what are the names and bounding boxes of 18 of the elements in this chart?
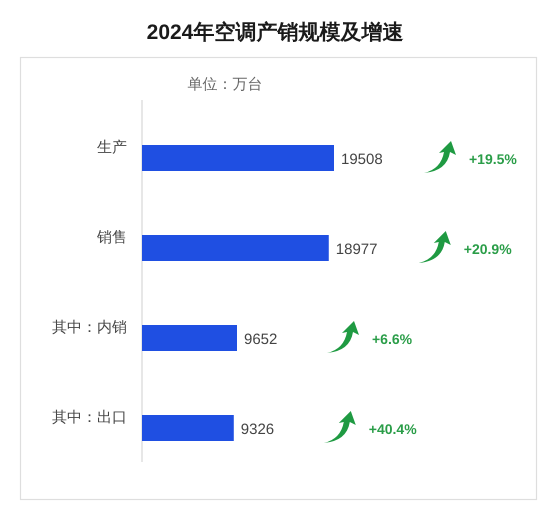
chart-title: 2024年空调产销规模及增速 <box>146 20 404 44</box>
bar <box>142 415 234 441</box>
chart-subtitle: 单位：万台 <box>188 76 262 92</box>
y-tick-label: 其中：出口 <box>52 408 127 426</box>
data-label: 9326 <box>240 420 274 438</box>
y-tick-label: 生产 <box>97 138 127 156</box>
bar <box>142 145 334 171</box>
text: +19.5% <box>469 151 518 167</box>
y-tick-label: 其中：内销 <box>52 318 127 336</box>
text: +40.4% <box>368 421 418 437</box>
bar <box>142 235 329 261</box>
y-tick-label: 销售 <box>96 228 127 246</box>
data-label: 18977 <box>336 240 378 258</box>
bar <box>142 325 237 351</box>
data-label: 9652 <box>244 330 278 348</box>
data-label: 19508 <box>341 150 383 168</box>
text: +20.9% <box>464 241 512 257</box>
text: +6.6% <box>372 331 413 347</box>
